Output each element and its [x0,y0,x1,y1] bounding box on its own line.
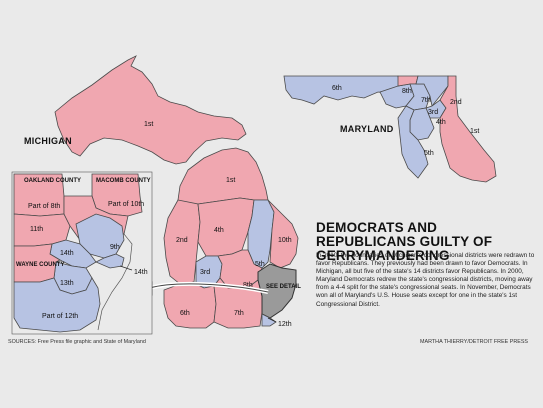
credit-line: MARTHA THIERRY/DETROIT FREE PRESS [420,339,529,345]
mi-8th-label: 8th [243,282,253,289]
michigan-district-10 [267,199,299,269]
mi-12th-leader [267,317,277,323]
district-14-tail-label: 14th [134,269,148,276]
mi-10th-label: 10th [278,237,292,244]
headline: DEMOCRATS AND REPUBLICANS GUILTY OF GERR… [316,220,493,263]
district-14-tail [95,253,125,269]
mi-4th-label: 4th [214,227,224,234]
md-7th-label: 7th [421,97,431,104]
maryland-map: 6th 8th 7th 2nd 3rd 4th 5th 1st [283,75,497,183]
mi-3rd-label: 3rd [200,269,210,276]
see-detail-line: SEE DETAIL [266,284,301,290]
md-4th-label: 4th [436,119,446,126]
detroit-inset: OAKLAND COUNTY MACOMB COUNTY Part of 8th… [11,171,153,335]
maryland-district-1 [439,75,497,183]
mi-6th-label: 6th [180,310,190,317]
wayne-county-label: WAYNE COUNTY [16,262,64,268]
md-1st-label: 1st [470,128,479,135]
district-9-label: 9th [110,244,120,251]
macomb-county-label: MACOMB COUNTY [96,178,151,184]
michigan-district-1 [177,147,269,207]
wayne-county-text: WAYNE COUNTY [16,262,64,268]
part-of-12th [13,277,101,333]
md-5th-label: 5th [424,150,434,157]
macomb-county-text: MACOMB COUNTY [96,178,151,184]
michigan-upper-peninsula: 1st [54,55,247,165]
maryland-district-6 [283,75,401,105]
see-detail-label: SEE DETAIL [266,284,301,290]
mi-5th-label: 5th [255,261,265,268]
body-text: In 2010, the boundaries of Michigan's co… [316,252,535,308]
michigan-district-12-sliver [261,313,277,327]
oakland-county-label: OAKLAND COUNTY [24,178,81,184]
md-8th-label: 8th [402,88,412,95]
michigan-district-1-up [54,55,247,165]
part-of-8th-label: Part of 8th [28,203,60,210]
md-6th-label: 6th [332,85,342,92]
shoreline [97,233,133,331]
oakland-county-text: OAKLAND COUNTY [24,178,81,184]
maryland-district-5 [397,105,429,179]
md-2nd-label: 2nd [450,99,462,106]
see-detail-area [257,263,297,319]
maryland-title: MARYLAND [340,124,394,134]
source-note: SOURCES: Free Press file graphic and Sta… [8,339,146,345]
inset-14th-leader [119,265,133,271]
michigan-lower-peninsula: 1st 2nd 4th 5th 10th 3rd 8th 6th 7th SEE… [163,147,301,329]
district-13-label: 13th [60,280,74,287]
michigan-district-6 [163,281,217,329]
mi-2nd-label: 2nd [176,237,188,244]
part-of-10th-label: Part of 10th [108,201,144,208]
md-3rd-label: 3rd [428,109,438,116]
mi-12th-label: 12th [278,321,292,328]
district-11-label: 11th [30,226,43,233]
michigan-title: MICHIGAN [24,136,72,146]
mi-7th-label: 7th [234,310,244,317]
mi-1st-up-label: 1st [144,121,153,128]
michigan-district-4 [197,197,255,257]
mi-1st-label: 1st [226,177,235,184]
part-of-12th-label: Part of 12th [42,313,78,320]
district-14-label: 14th [60,250,74,257]
